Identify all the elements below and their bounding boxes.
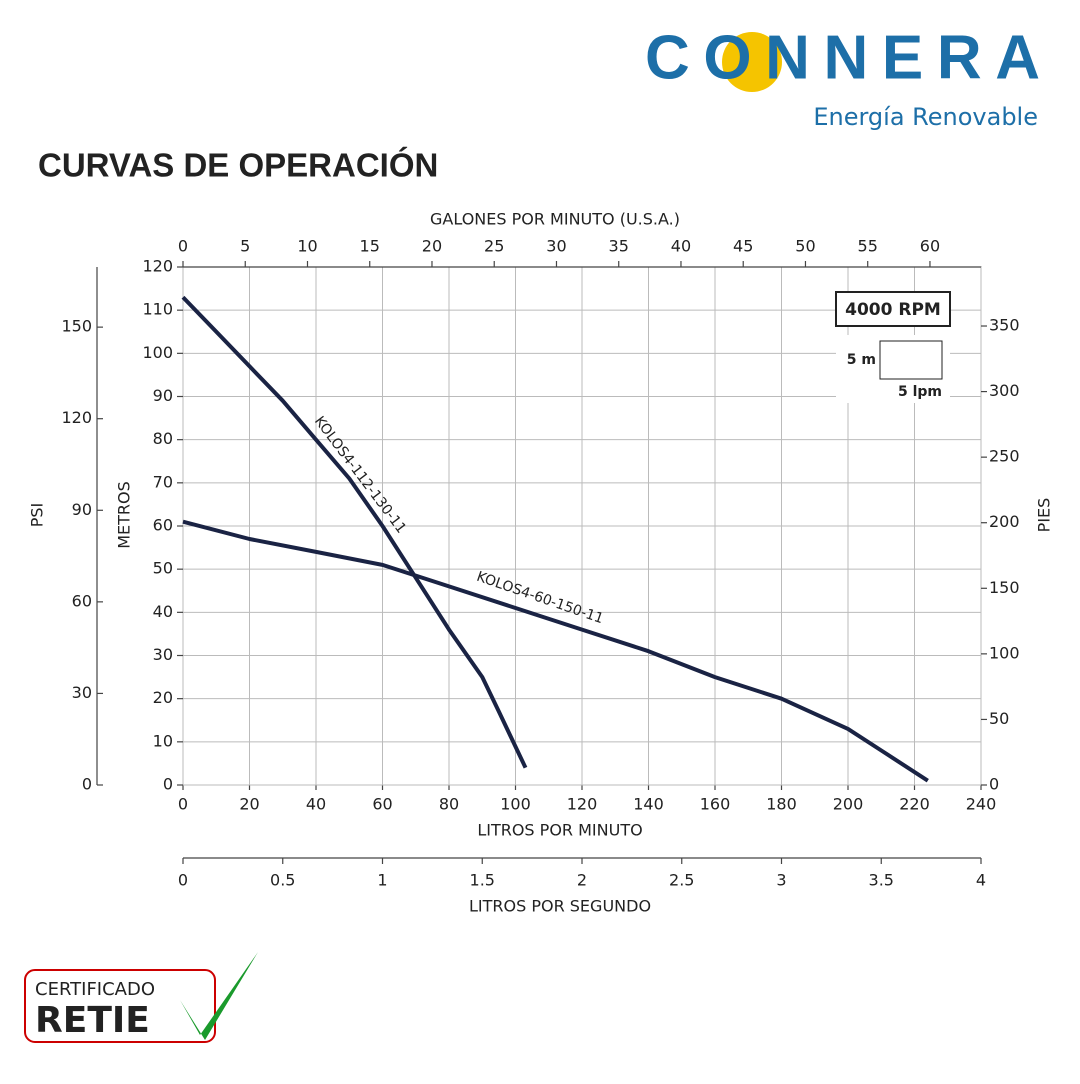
top-tick-label: 20 (422, 237, 442, 256)
pies-tick-label: 150 (989, 578, 1020, 597)
x-tick-label: 80 (439, 795, 459, 814)
pies-tick-label: 350 (989, 316, 1020, 335)
lps-axis-title: LITROS POR SEGUNDO (469, 897, 651, 916)
y-tick-label: 120 (142, 257, 173, 276)
lps-tick-label: 1 (377, 871, 387, 890)
lps-tick-label: 3.5 (869, 871, 894, 890)
psi-tick-label: 30 (72, 683, 92, 702)
x-tick-label: 180 (766, 795, 797, 814)
chart-title: CURVAS DE OPERACIÓN (38, 147, 438, 184)
y-tick-label: 0 (163, 775, 173, 794)
x-tick-label: 0 (178, 795, 188, 814)
psi-tick-label: 120 (61, 408, 92, 427)
y-tick-label: 80 (153, 429, 173, 448)
top-tick-label: 25 (484, 237, 504, 256)
lps-tick-label: 2 (577, 871, 587, 890)
y-tick-label: 20 (153, 688, 173, 707)
top-tick-label: 10 (297, 237, 317, 256)
curve (181, 295, 528, 769)
x-tick-label: 140 (633, 795, 664, 814)
psi-tick-label: 60 (72, 591, 92, 610)
pies-tick-label: 50 (989, 709, 1009, 728)
pies-tick-label: 200 (989, 512, 1020, 531)
y-tick-label: 30 (153, 645, 173, 664)
pies-tick-label: 250 (989, 447, 1020, 466)
top-tick-label: 35 (609, 237, 629, 256)
lps-tick-label: 0.5 (270, 871, 295, 890)
top-tick-label: 5 (240, 237, 250, 256)
pies-axis-title: PIES (1035, 498, 1054, 533)
lps-tick-label: 0 (178, 871, 188, 890)
brand-name: CONNERA (645, 23, 1040, 92)
psi-tick-label: 90 (72, 500, 92, 519)
x-tick-label: 100 (500, 795, 531, 814)
x-tick-label: 220 (899, 795, 930, 814)
logo-sun (722, 32, 782, 92)
top-tick-label: 40 (671, 237, 691, 256)
psi-tick-label: 0 (82, 775, 92, 794)
lps-tick-label: 3 (776, 871, 786, 890)
top-tick-label: 15 (360, 237, 380, 256)
x-tick-label: 240 (966, 795, 997, 814)
top-tick-label: 0 (178, 237, 188, 256)
scale-y: 5 m (847, 352, 876, 368)
brand-tagline: Energía Renovable (813, 103, 1038, 131)
x-tick-label: 20 (239, 795, 259, 814)
y-tick-label: 100 (142, 343, 173, 362)
psi-axis-title: PSI (28, 503, 47, 528)
speed-label: 4000 RPM (845, 300, 941, 320)
x-tick-label: 60 (372, 795, 392, 814)
x-axis-title: LITROS POR MINUTO (477, 821, 642, 840)
certificate-frame (24, 969, 216, 1043)
plot: 0 20 40 60 80 100 120 140 160 180 200 220 2400102030… (28, 210, 1054, 916)
speed-box (835, 291, 951, 327)
pies-tick-label: 300 (989, 381, 1020, 400)
top-tick-label: 60 (920, 237, 940, 256)
x-tick-label: 160 (700, 795, 731, 814)
certificate-top: CERTIFICADO (35, 979, 155, 1000)
top-tick-label: 55 (858, 237, 878, 256)
scale-x: 5 lpm (898, 384, 942, 400)
curve (182, 519, 929, 783)
top-tick-label: 50 (795, 237, 815, 256)
y-tick-label: 50 (153, 559, 173, 578)
x-tick-label: 120 (567, 795, 598, 814)
top-tick-label: 45 (733, 237, 753, 256)
y-tick-label: 90 (153, 386, 173, 405)
y-tick-label: 110 (142, 300, 173, 319)
y-tick-label: 10 (153, 731, 173, 750)
x-tick-label: 200 (833, 795, 864, 814)
check-mark (180, 952, 258, 1040)
psi-tick-label: 150 (61, 317, 92, 336)
top-tick-label: 30 (546, 237, 566, 256)
top-axis-title: GALONES POR MINUTO (U.S.A.) (430, 210, 680, 229)
x-tick-label: 40 (306, 795, 326, 814)
certificate-bottom: RETIE (35, 1000, 150, 1041)
pies-tick-label: 100 (989, 643, 1020, 662)
lps-tick-label: 1.5 (470, 871, 495, 890)
lps-tick-label: 2.5 (669, 871, 694, 890)
y-tick-label: 40 (153, 602, 173, 621)
y-axis-title: METROS (115, 481, 134, 549)
y-tick-label: 70 (153, 472, 173, 491)
scale-square (879, 340, 943, 380)
pies-tick-label: 0 (989, 775, 999, 794)
y-tick-label: 60 (153, 516, 173, 535)
scale-box (836, 335, 950, 403)
lps-tick-label: 4 (976, 871, 986, 890)
